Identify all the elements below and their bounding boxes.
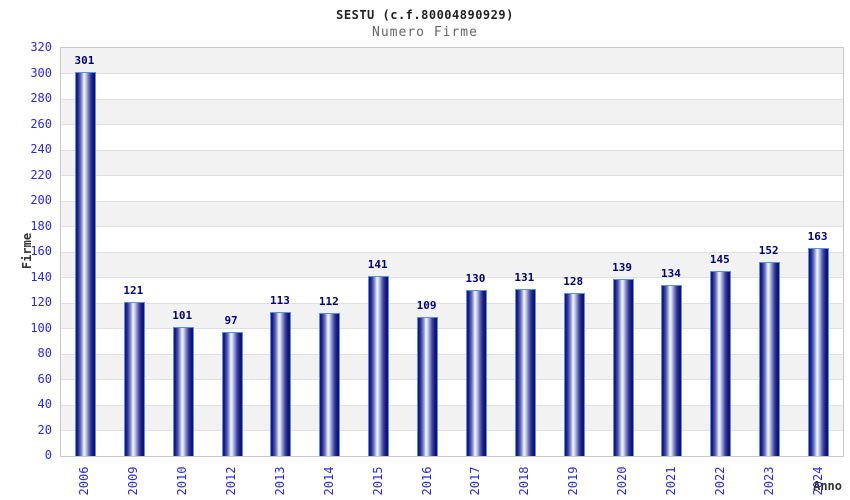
plot-area	[60, 47, 844, 457]
plot-band	[61, 226, 843, 252]
x-tick-label: 2014	[321, 466, 336, 496]
x-tick-label: 2021	[663, 466, 678, 496]
chart-title: SESTU (c.f.80004890929)	[336, 8, 514, 22]
x-tick-label: 2013	[272, 466, 287, 496]
x-tick-label: 2018	[517, 466, 532, 496]
gridline	[61, 175, 843, 176]
y-tick-label: 220	[30, 167, 52, 182]
y-tick-label: 120	[30, 295, 52, 309]
y-tick-label: 240	[30, 142, 52, 156]
x-tick-label: 2022	[712, 466, 727, 496]
bar-value-label: 130	[465, 272, 486, 286]
x-tick-label: 2009	[126, 466, 141, 496]
y-tick-label: 200	[30, 193, 52, 207]
gridline	[61, 302, 843, 304]
gridline	[61, 124, 843, 125]
bar-value-label: 131	[514, 270, 535, 284]
y-tick-label: 80	[37, 346, 52, 360]
bar-2021	[661, 285, 683, 456]
x-tick-label: 2015	[370, 466, 385, 496]
gridline	[61, 73, 843, 74]
y-tick-label: 100	[30, 320, 52, 335]
gridline	[61, 200, 843, 202]
x-tick-label: 2019	[566, 466, 581, 496]
bar-value-label: 97	[224, 314, 238, 328]
bar-2015	[368, 276, 390, 456]
x-tick-label: 2023	[761, 466, 776, 496]
gridline	[61, 353, 843, 355]
gridline	[61, 328, 843, 329]
y-tick-label: 280	[30, 91, 52, 105]
y-tick-label: 180	[30, 218, 52, 233]
bar-value-label: 101	[172, 309, 193, 323]
y-tick-label: 300	[30, 65, 52, 80]
y-tick-label: 320	[30, 40, 52, 54]
bar-2012	[221, 332, 243, 456]
bar-value-label: 109	[416, 299, 437, 313]
x-tick-label: 2020	[615, 466, 630, 496]
x-tick-label: 2010	[175, 466, 190, 496]
bar-value-label: 113	[270, 293, 290, 307]
bar-2013	[270, 311, 292, 456]
y-tick-label: 260	[30, 116, 52, 131]
chart-subtitle: Numero Firme	[372, 25, 478, 40]
bar-value-label: 141	[367, 258, 388, 272]
gridline	[61, 226, 843, 227]
x-tick-label: 2016	[419, 466, 434, 496]
x-tick-label: 2006	[77, 466, 92, 496]
y-tick-label: 0	[44, 448, 52, 462]
gridline	[61, 251, 843, 253]
gridline	[61, 98, 843, 100]
bar-value-label: 139	[612, 260, 632, 274]
bar-2018	[514, 288, 536, 456]
plot-band	[61, 99, 843, 125]
bar-2017	[465, 290, 487, 456]
bar-2006	[74, 72, 96, 456]
bar-2023	[759, 262, 781, 456]
bar-2020	[612, 278, 634, 456]
gridline	[61, 149, 843, 151]
y-tick-label: 140	[30, 269, 52, 284]
bar-value-label: 145	[709, 253, 730, 267]
gridline	[61, 277, 843, 278]
bar-value-label: 152	[758, 244, 779, 258]
bar-2019	[563, 292, 585, 456]
bar-2022	[710, 271, 732, 456]
x-tick-label: 2012	[224, 466, 239, 496]
y-tick-label: 160	[30, 244, 52, 258]
gridline	[61, 379, 843, 380]
bar-value-label: 121	[123, 283, 144, 297]
plot-band	[61, 201, 843, 227]
plot-band	[61, 175, 843, 201]
y-tick-label: 40	[37, 397, 52, 411]
plot-band	[61, 150, 843, 176]
bar-2014	[319, 313, 341, 456]
bar-value-label: 112	[318, 295, 339, 309]
bar-2024	[808, 248, 830, 456]
bar-2009	[123, 301, 145, 456]
x-tick-label: 2017	[468, 466, 483, 496]
plot-band	[61, 124, 843, 150]
bar-value-label: 301	[74, 54, 95, 68]
plot-band	[61, 73, 843, 99]
bar-value-label: 134	[661, 267, 681, 281]
bar-2016	[417, 317, 439, 456]
bar-2010	[172, 327, 194, 456]
x-axis-title: Anno	[813, 479, 842, 493]
y-tick-label: 60	[37, 371, 52, 386]
bar-value-label: 163	[807, 230, 828, 244]
bar-value-label: 128	[563, 274, 584, 288]
y-axis-title: Firme	[20, 232, 34, 270]
plot-band	[61, 48, 843, 74]
y-tick-label: 20	[37, 422, 52, 437]
gridline	[61, 404, 843, 406]
gridline	[61, 430, 843, 431]
